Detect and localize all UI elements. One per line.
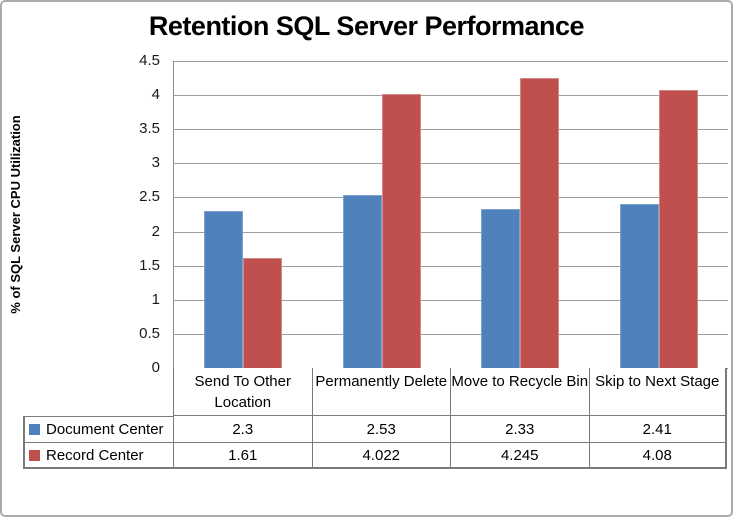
y-axis-tick-label: 0.5 <box>139 324 160 342</box>
table-value-cell: 4.022 <box>311 443 450 469</box>
bar <box>619 203 659 368</box>
y-axis-title: % of SQL Server CPU Utilization <box>8 115 23 314</box>
y-axis-tick-label: 3 <box>151 154 160 172</box>
bar-group <box>451 61 590 368</box>
y-axis-tick-label: 4 <box>151 86 160 104</box>
bar <box>381 93 421 368</box>
table-value-cell: 2.3 <box>173 416 312 443</box>
series-row-label: Document Center <box>23 416 173 443</box>
bar-group <box>590 61 729 368</box>
table-category-header: Skip to Next Stage <box>588 368 727 416</box>
bar <box>243 258 283 368</box>
gridline <box>174 333 728 335</box>
table-value-cell: 2.53 <box>311 416 450 443</box>
bar-group <box>313 61 452 368</box>
bar <box>342 195 382 368</box>
table-value-cell: 2.33 <box>450 416 589 443</box>
table-value-cell: 4.08 <box>588 443 727 469</box>
bar <box>481 209 521 368</box>
legend-key-swatch <box>29 424 40 435</box>
table-category-header: Send To Other Location <box>173 368 312 416</box>
table-value-cell: 1.61 <box>173 443 312 469</box>
y-axis-tick-label: 1 <box>151 290 160 308</box>
y-axis-tick-label: 0 <box>151 359 160 376</box>
y-axis-tick-label: 2.5 <box>139 188 160 206</box>
y-axis-tick-label: 1.5 <box>139 256 160 274</box>
data-table: Send To Other Location Permanently Delete… <box>23 368 727 469</box>
bar-series-container <box>174 61 728 368</box>
series-row-label: Record Center <box>23 443 173 469</box>
table-value-cell: 4.245 <box>450 443 589 469</box>
gridline <box>174 231 728 233</box>
bar <box>204 211 244 368</box>
chart-title: Retention SQL Server Performance <box>148 11 585 41</box>
gridline <box>174 299 728 301</box>
table-category-header: Move to Recycle Bin <box>450 368 589 416</box>
series-name: Document Center <box>46 421 164 438</box>
bar <box>658 89 698 368</box>
gridline <box>174 129 728 131</box>
gridline <box>174 163 728 165</box>
y-axis-tick-label: 3.5 <box>139 120 160 138</box>
table-corner-empty <box>23 368 173 416</box>
bar <box>520 78 560 368</box>
table-value-cell: 2.41 <box>588 416 727 443</box>
legend-key-swatch <box>29 449 40 461</box>
plot-area <box>173 61 728 369</box>
y-axis-tick-label: 4.5 <box>139 52 160 69</box>
gridline <box>174 61 728 62</box>
gridline <box>174 265 728 267</box>
gridline <box>174 95 728 97</box>
bar-group <box>174 61 313 368</box>
gridline <box>174 197 728 199</box>
y-axis-tick-label: 2 <box>151 222 160 240</box>
table-category-header: Permanently Delete <box>311 368 450 416</box>
series-name: Record Center <box>46 446 144 464</box>
